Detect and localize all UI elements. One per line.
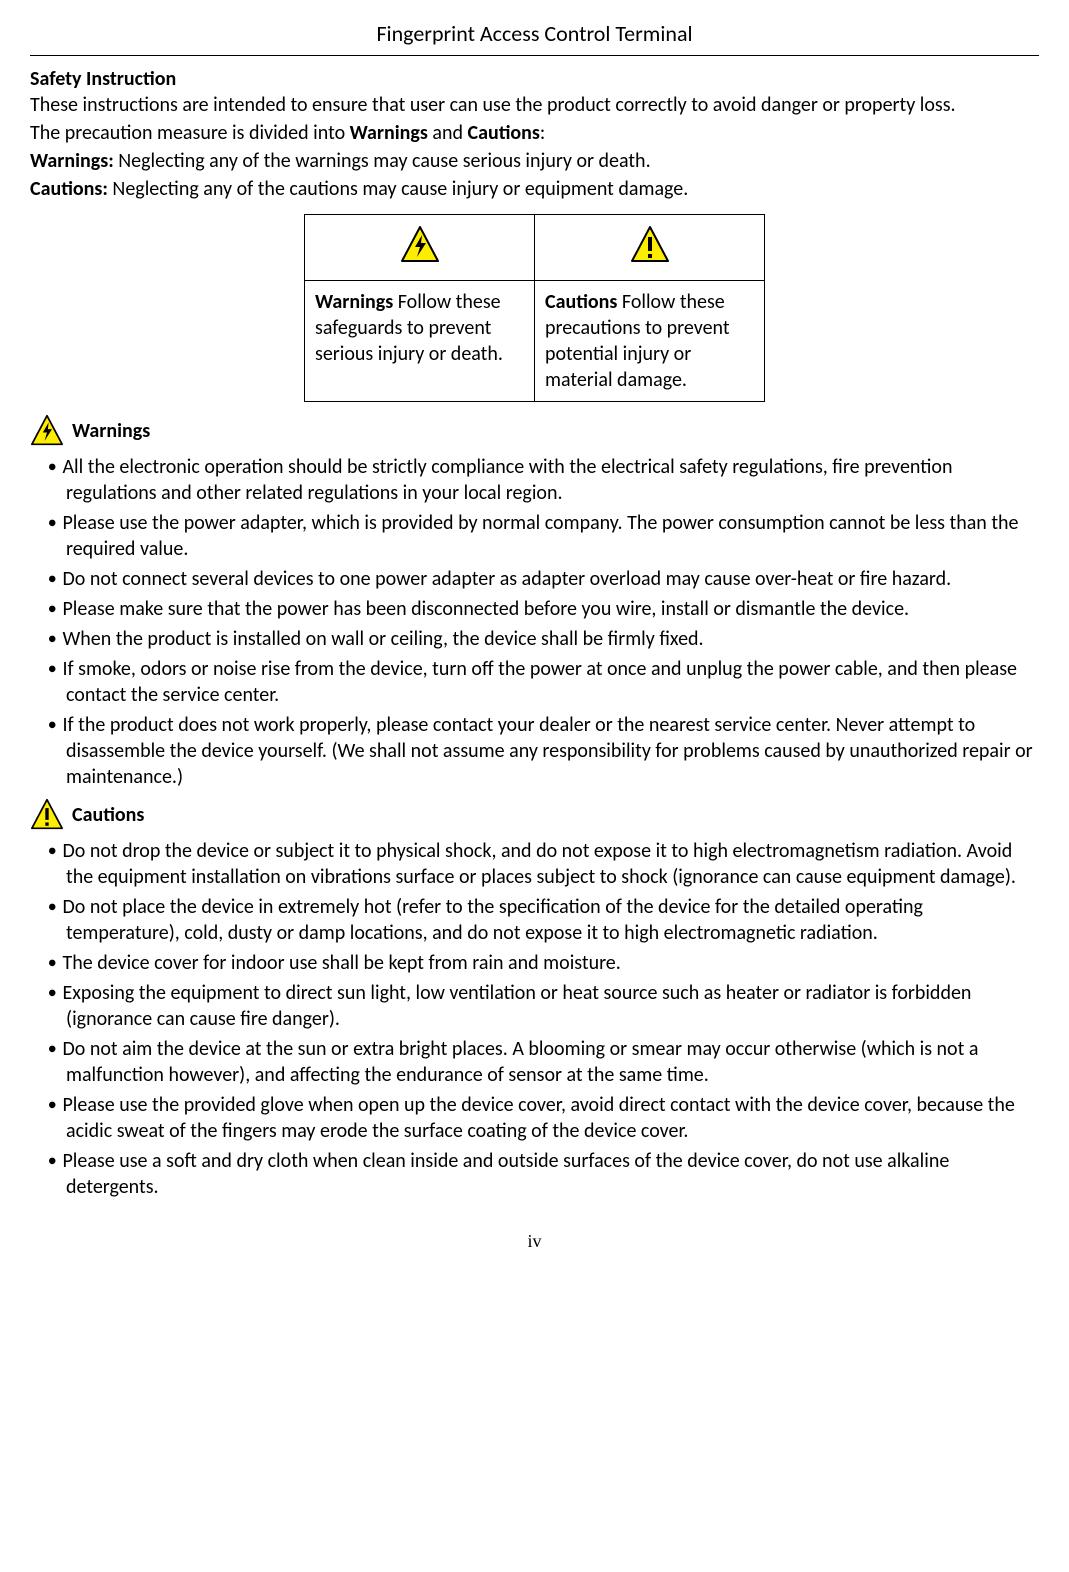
warnings-cell-bold: Warnings [315,290,393,314]
warnings-list-item: All the electronic operation should be s… [60,454,1039,506]
safety-heading: Safety Instruction [30,66,1039,92]
bolt-warning-icon [30,414,64,448]
exclaim-warning-icon [630,225,670,270]
cautions-list-item: Please use a soft and dry cloth when cle… [60,1148,1039,1200]
cautions-definition-line: Cautions: Neglecting any of the cautions… [30,176,1039,202]
cautions-list: Do not drop the device or subject it to … [30,838,1039,1200]
warnings-section-label: Warnings [30,414,1039,448]
cautions-list-item: The device cover for indoor use shall be… [60,950,1039,976]
warnings-list-item: Please use the power adapter, which is p… [60,510,1039,562]
exclaim-warning-icon [30,798,64,832]
cautions-icon-cell [535,214,765,280]
cautions-list-item: Exposing the equipment to direct sun lig… [60,980,1039,1032]
warnings-icon-cell [305,214,535,280]
page-number: iv [30,1230,1039,1253]
safety-para-1: These instructions are intended to ensur… [30,92,1039,118]
cautions-desc-cell: Cautions Follow these precautions to pre… [535,280,765,401]
warnings-list-item: If the product does not work properly, p… [60,712,1039,790]
warnings-text: Neglecting any of the warnings may cause… [114,149,651,173]
cautions-label: Cautions: [30,177,108,201]
warnings-list-item: When the product is installed on wall or… [60,626,1039,652]
cautions-list-item: Do not drop the device or subject it to … [60,838,1039,890]
cautions-section-label: Cautions [30,798,1039,832]
warnings-list: All the electronic operation should be s… [30,454,1039,790]
safety-instruction-block: Safety Instruction These instructions ar… [30,66,1039,202]
warnings-list-item: Please make sure that the power has been… [60,596,1039,622]
para2-prefix: The precaution measure is divided into [30,121,350,145]
warnings-cautions-table: Warnings Follow these safeguards to prev… [304,214,765,402]
cautions-section-text: Cautions [72,802,144,828]
cautions-text: Neglecting any of the cautions may cause… [108,177,688,201]
para2-bold2: Cautions [468,121,540,145]
warnings-list-item: If smoke, odors or noise rise from the d… [60,656,1039,708]
para2-suffix: : [540,121,545,145]
cautions-list-item: Please use the provided glove when open … [60,1092,1039,1144]
para2-bold1: Warnings [350,121,428,145]
cautions-cell-bold: Cautions [545,290,617,314]
warnings-list-item: Do not connect several devices to one po… [60,566,1039,592]
warnings-desc-cell: Warnings Follow these safeguards to prev… [305,280,535,401]
cautions-list-item: Do not aim the device at the sun or extr… [60,1036,1039,1088]
page-header-title: Fingerprint Access Control Terminal [30,20,1039,56]
safety-para-2: The precaution measure is divided into W… [30,120,1039,146]
para2-mid: and [428,121,468,145]
cautions-list-item: Do not place the device in extremely hot… [60,894,1039,946]
warnings-definition-line: Warnings: Neglecting any of the warnings… [30,148,1039,174]
bolt-warning-icon [400,225,440,270]
warnings-label: Warnings: [30,149,114,173]
warnings-section-text: Warnings [72,418,150,444]
